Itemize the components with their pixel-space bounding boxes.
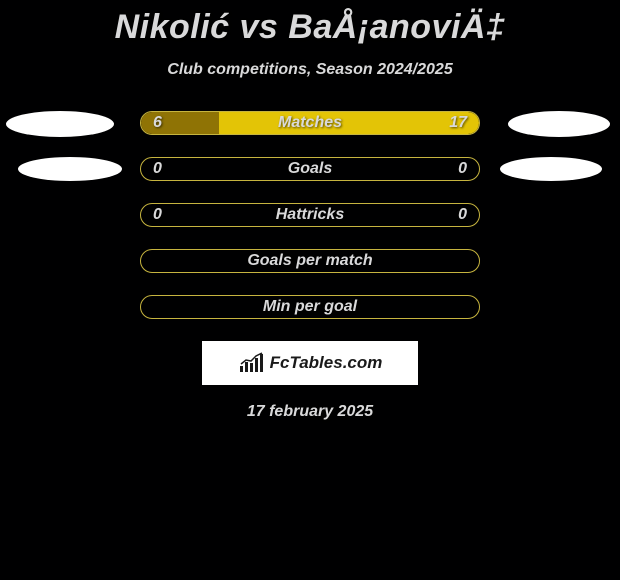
stat-label: Goals: [141, 160, 479, 178]
avatar-placeholder-left-1: [6, 111, 114, 137]
stat-row-hattricks: 0 Hattricks 0: [140, 203, 480, 227]
stat-row-goals-per-match: Goals per match: [140, 249, 480, 273]
logo-text: FcTables.com: [270, 353, 383, 373]
stat-row-min-per-goal: Min per goal: [140, 295, 480, 319]
stat-right-value: 0: [458, 160, 467, 178]
stat-row-goals: 0 Goals 0: [140, 157, 480, 181]
stat-row-matches: 6 Matches 17: [140, 111, 480, 135]
infographic-container: Nikolić vs BaÅ¡anoviÄ‡ Club competitions…: [0, 0, 620, 421]
avatar-placeholder-right-1: [508, 111, 610, 137]
stat-label: Min per goal: [141, 298, 479, 316]
date-text: 17 february 2025: [0, 403, 620, 421]
page-title: Nikolić vs BaÅ¡anoviÄ‡: [0, 8, 620, 47]
stat-right-value: 0: [458, 206, 467, 224]
stat-label: Goals per match: [141, 252, 479, 270]
logo-box: FcTables.com: [202, 341, 418, 385]
subtitle: Club competitions, Season 2024/2025: [0, 61, 620, 79]
avatar-placeholder-left-2: [18, 157, 122, 181]
stat-right-value: 17: [449, 114, 467, 132]
stat-rows: 6 Matches 17 0 Goals 0 0 Hattricks 0: [140, 111, 480, 319]
chart-icon: [238, 352, 264, 374]
avatar-placeholder-right-2: [500, 157, 602, 181]
stats-area: 6 Matches 17 0 Goals 0 0 Hattricks 0: [0, 111, 620, 319]
logo-inner: FcTables.com: [238, 352, 383, 374]
stat-label: Hattricks: [141, 206, 479, 224]
stat-label: Matches: [141, 114, 479, 132]
